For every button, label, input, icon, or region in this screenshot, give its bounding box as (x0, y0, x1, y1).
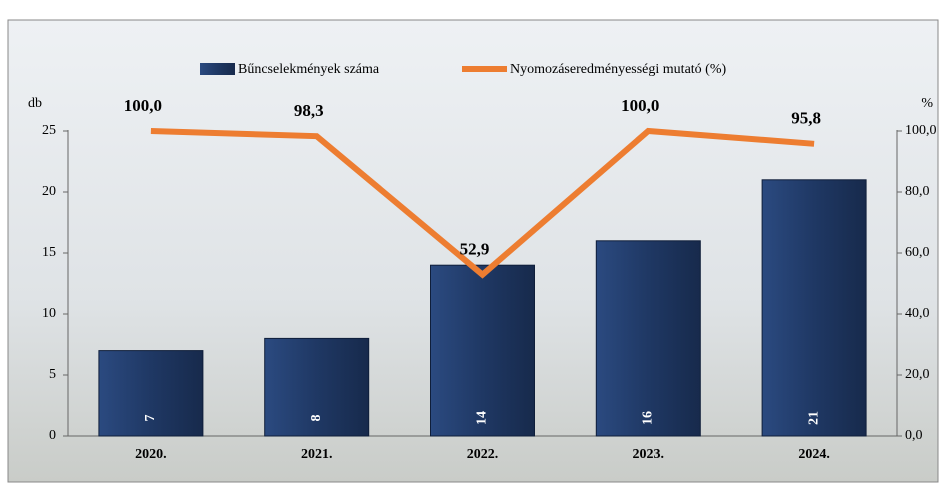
bar (762, 180, 866, 436)
legend-label: Nyomozáseredményességi mutató (%) (510, 62, 726, 77)
y-tick-label: 20 (42, 184, 56, 199)
bar-value-label: 7 (143, 415, 158, 422)
line-value-label: 100,0 (124, 96, 162, 115)
bar-value-label: 16 (641, 411, 656, 425)
y-tick-label: 10 (42, 306, 56, 321)
bar (596, 241, 700, 436)
line-value-label: 100,0 (621, 96, 659, 115)
line-value-label: 98,3 (294, 101, 324, 120)
y-tick-label: 0 (49, 428, 56, 443)
bar-value-label: 8 (309, 415, 324, 422)
y2-tick-label: 20,0 (905, 367, 930, 382)
bar-value-label: 14 (475, 411, 490, 425)
y-axis-title: db (28, 96, 42, 111)
y2-tick-label: 40,0 (905, 306, 930, 321)
legend-swatch (200, 63, 235, 75)
y2-axis-title: % (921, 96, 933, 111)
y-tick-label: 15 (42, 245, 56, 260)
y-tick-label: 25 (42, 123, 56, 138)
page: db % 0 5 10 15 20 25 0,0 20,0 40,0 60,0 80,0 100,0 2… (0, 0, 943, 491)
x-tick-label: 2021. (301, 447, 333, 462)
x-tick-label: 2024. (798, 447, 830, 462)
x-tick-label: 2022. (467, 447, 499, 462)
bar (431, 265, 535, 436)
y2-tick-label: 80,0 (905, 184, 930, 199)
chart: db % 0 5 10 15 20 25 0,0 20,0 40,0 60,0 80,0 100,0 2… (0, 0, 943, 486)
y-tick-label: 5 (49, 367, 56, 382)
bar-value-label: 21 (806, 411, 821, 425)
legend-label: Bűncselekmények száma (238, 62, 380, 77)
bar (99, 351, 203, 436)
line-value-label: 95,8 (791, 109, 821, 128)
x-tick-label: 2023. (633, 447, 665, 462)
y2-tick-label: 60,0 (905, 245, 930, 260)
x-tick-label: 2020. (135, 447, 167, 462)
y2-tick-label: 0,0 (905, 428, 923, 443)
y2-tick-label: 100,0 (905, 123, 937, 138)
line-value-label: 52,9 (460, 240, 490, 259)
